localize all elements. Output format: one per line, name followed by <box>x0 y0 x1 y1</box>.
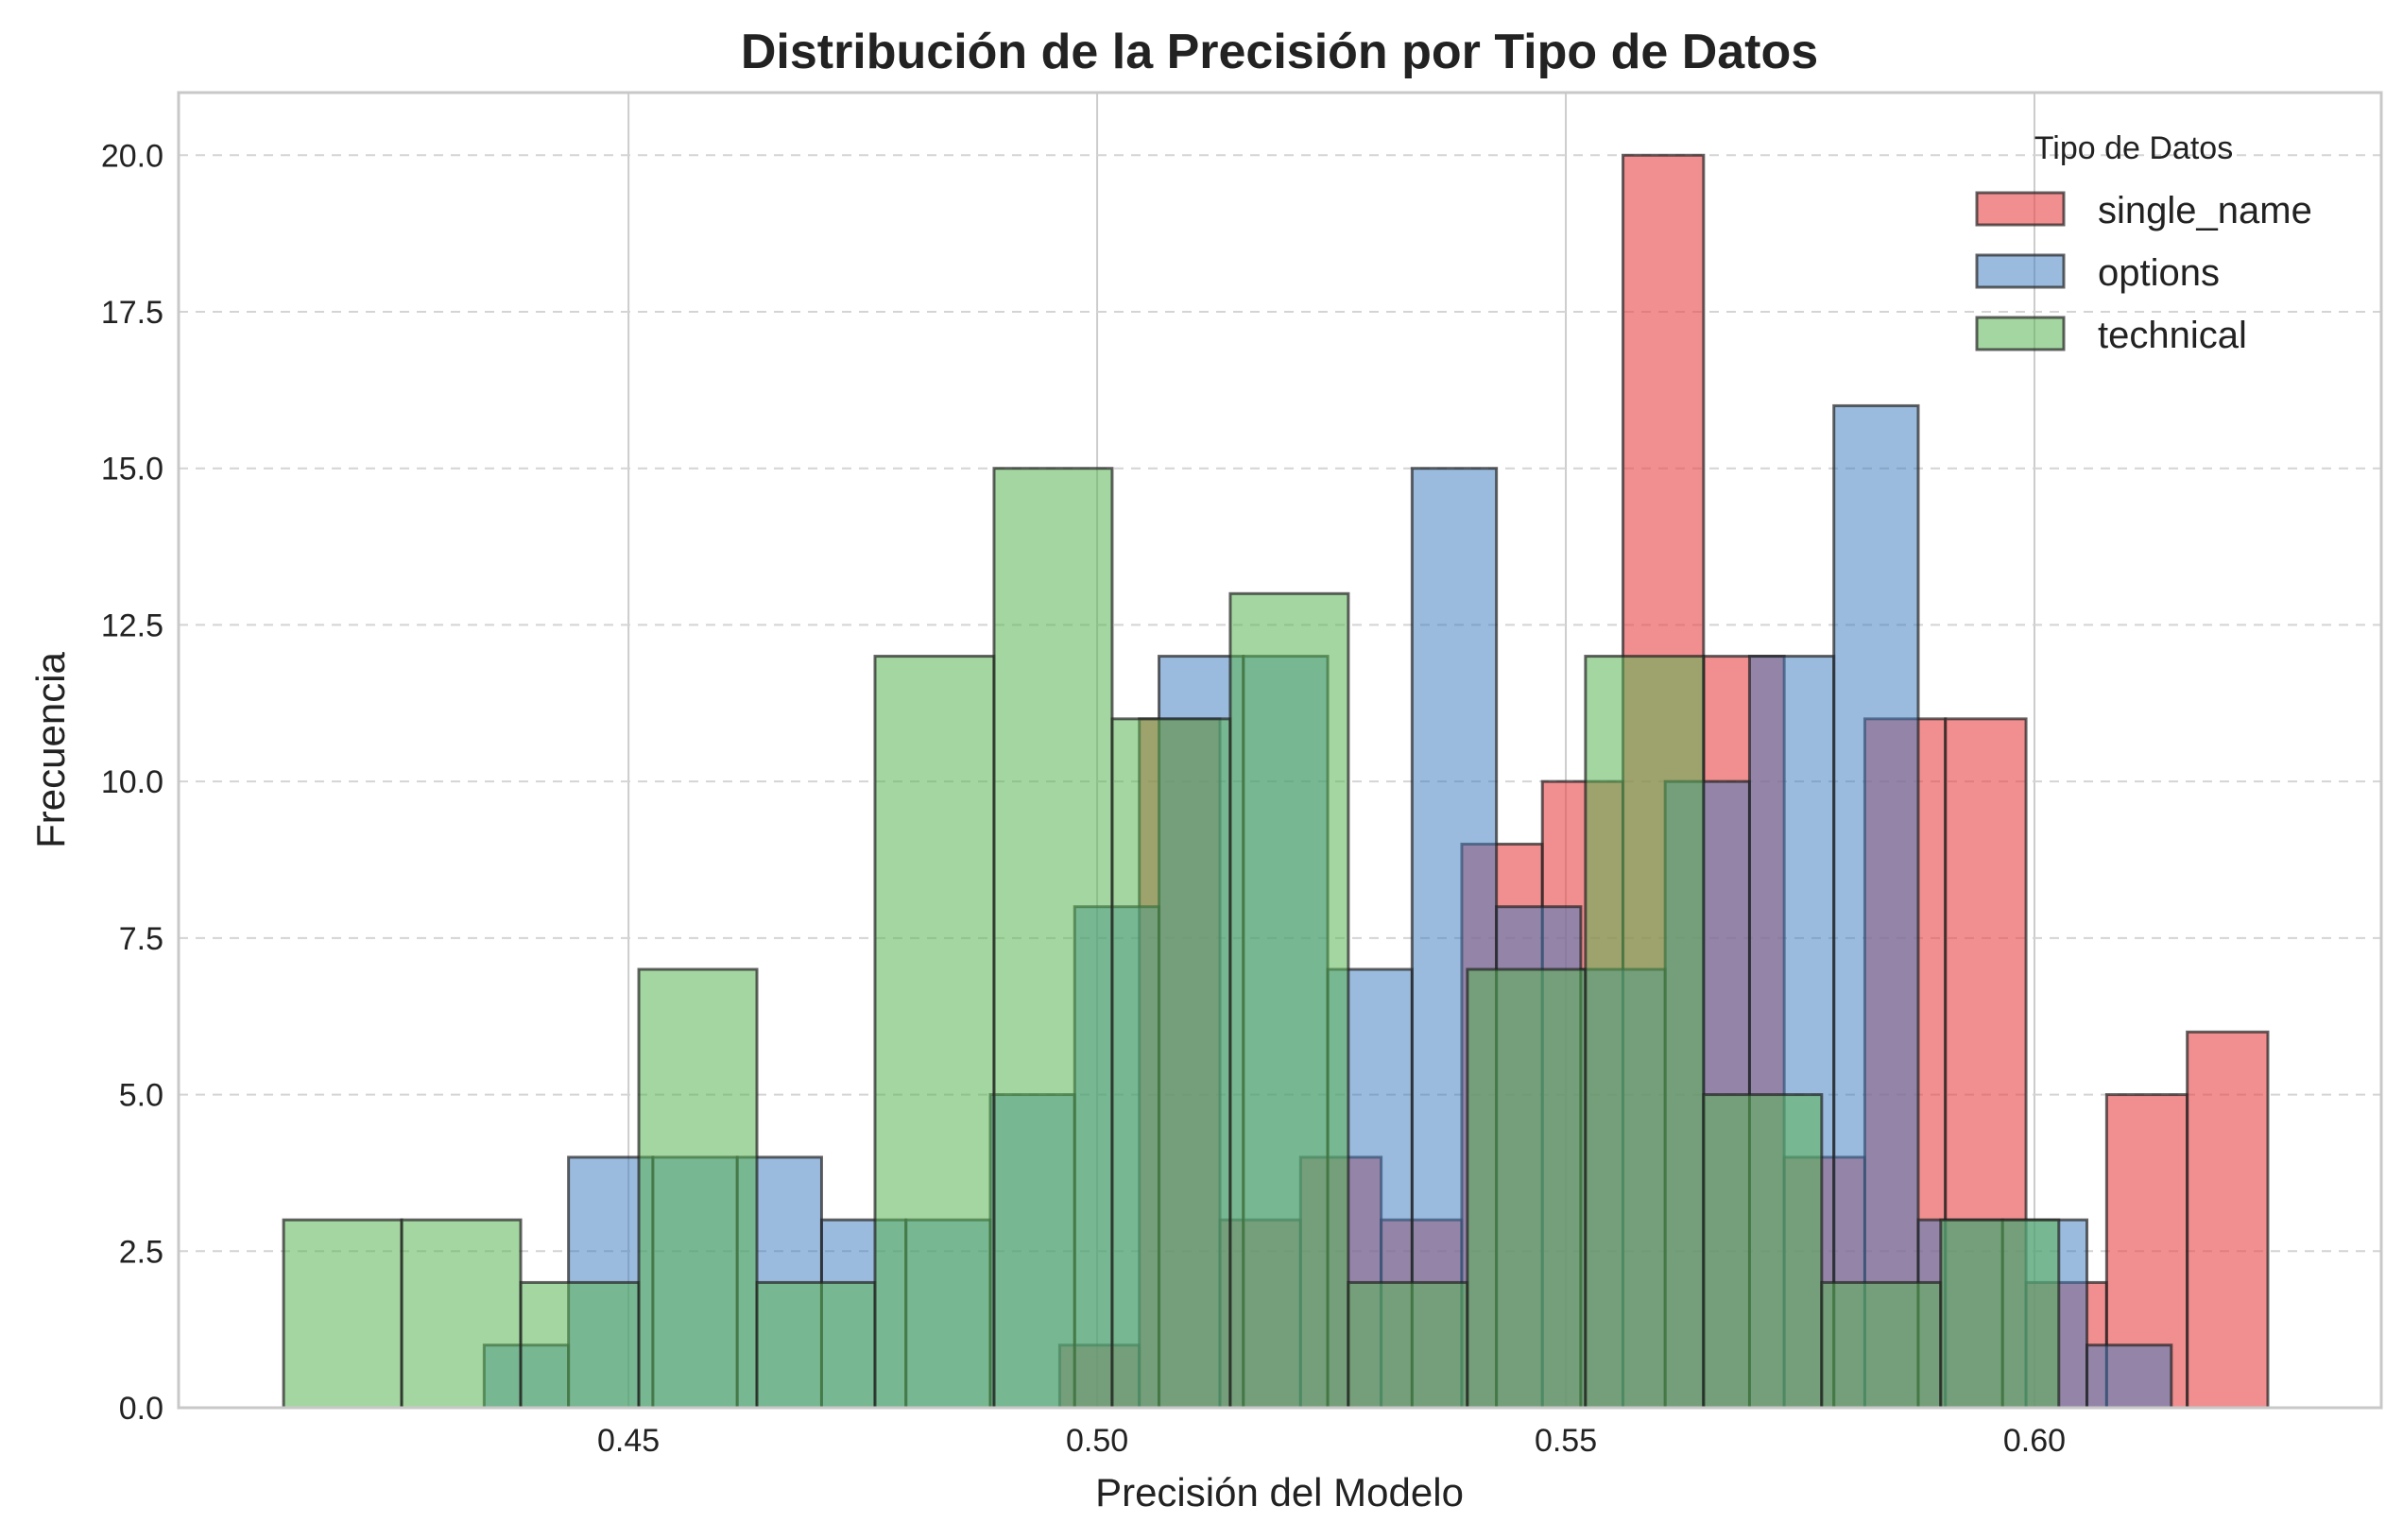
bar-single-name[interactable] <box>2186 1030 2270 1410</box>
chart-title: Distribución de la Precisión por Tipo de… <box>741 25 1818 79</box>
y-tick-label: 5.0 <box>119 1078 163 1114</box>
bar-options[interactable] <box>2085 1343 2173 1410</box>
y-tick-label: 0.0 <box>119 1391 163 1427</box>
histogram-bars <box>282 153 2270 1410</box>
legend[interactable]: Tipo de Datos single_name options techni… <box>1975 130 2312 356</box>
bar-technical[interactable] <box>1702 1093 1824 1410</box>
bar-technical[interactable] <box>1110 717 1232 1410</box>
x-tick-label: 0.50 <box>1066 1423 1128 1459</box>
bar-technical[interactable] <box>1228 591 1350 1410</box>
x-tick-label: 0.60 <box>2003 1423 2066 1459</box>
bar-technical[interactable] <box>519 1280 641 1410</box>
legend-swatch-options <box>1975 253 2066 289</box>
legend-swatch-technical <box>1975 316 2066 351</box>
bar-technical[interactable] <box>282 1218 403 1410</box>
y-tick-label: 10.0 <box>101 764 163 800</box>
legend-swatch-single-name <box>1975 191 2066 227</box>
bar-technical[interactable] <box>1939 1218 2061 1410</box>
y-tick-label: 12.5 <box>101 607 163 643</box>
y-tick-label: 20.0 <box>101 138 163 174</box>
legend-label-single-name: single_name <box>2098 190 2312 231</box>
legend-entry-single-name[interactable]: single_name <box>1975 190 2312 231</box>
plot-frame <box>177 91 2383 1410</box>
x-tick-label: 0.55 <box>1535 1423 1597 1459</box>
bar-technical[interactable] <box>637 967 759 1410</box>
y-tick-label: 2.5 <box>119 1234 163 1270</box>
bar-options[interactable] <box>1832 403 1920 1410</box>
tick-labels: 0.45 0.50 0.55 0.60 0.0 2.5 5.0 7.5 10.0 12.5 15.0… <box>101 138 2066 1459</box>
legend-label-options: options <box>2098 252 2220 294</box>
bar-technical[interactable] <box>1347 1280 1469 1410</box>
bar-technical[interactable] <box>1584 655 1706 1410</box>
y-axis-label: Frecuencia <box>28 651 73 847</box>
legend-entry-technical[interactable]: technical <box>1975 315 2247 356</box>
bar-technical[interactable] <box>1466 967 1588 1410</box>
series-technical <box>282 467 2061 1410</box>
bar-technical[interactable] <box>1820 1280 1943 1410</box>
legend-title: Tipo de Datos <box>2034 130 2233 166</box>
y-tick-label: 7.5 <box>119 921 163 957</box>
x-axis-label: Precisión del Modelo <box>1095 1470 1464 1514</box>
y-tick-label: 17.5 <box>101 295 163 331</box>
x-tick-label: 0.45 <box>597 1423 660 1459</box>
bar-technical[interactable] <box>992 467 1114 1410</box>
legend-entry-options[interactable]: options <box>1975 252 2220 294</box>
bar-technical[interactable] <box>755 1280 877 1410</box>
y-tick-label: 15.0 <box>101 452 163 488</box>
bar-technical[interactable] <box>400 1218 523 1410</box>
legend-label-technical: technical <box>2098 315 2247 356</box>
bar-technical[interactable] <box>873 655 996 1410</box>
